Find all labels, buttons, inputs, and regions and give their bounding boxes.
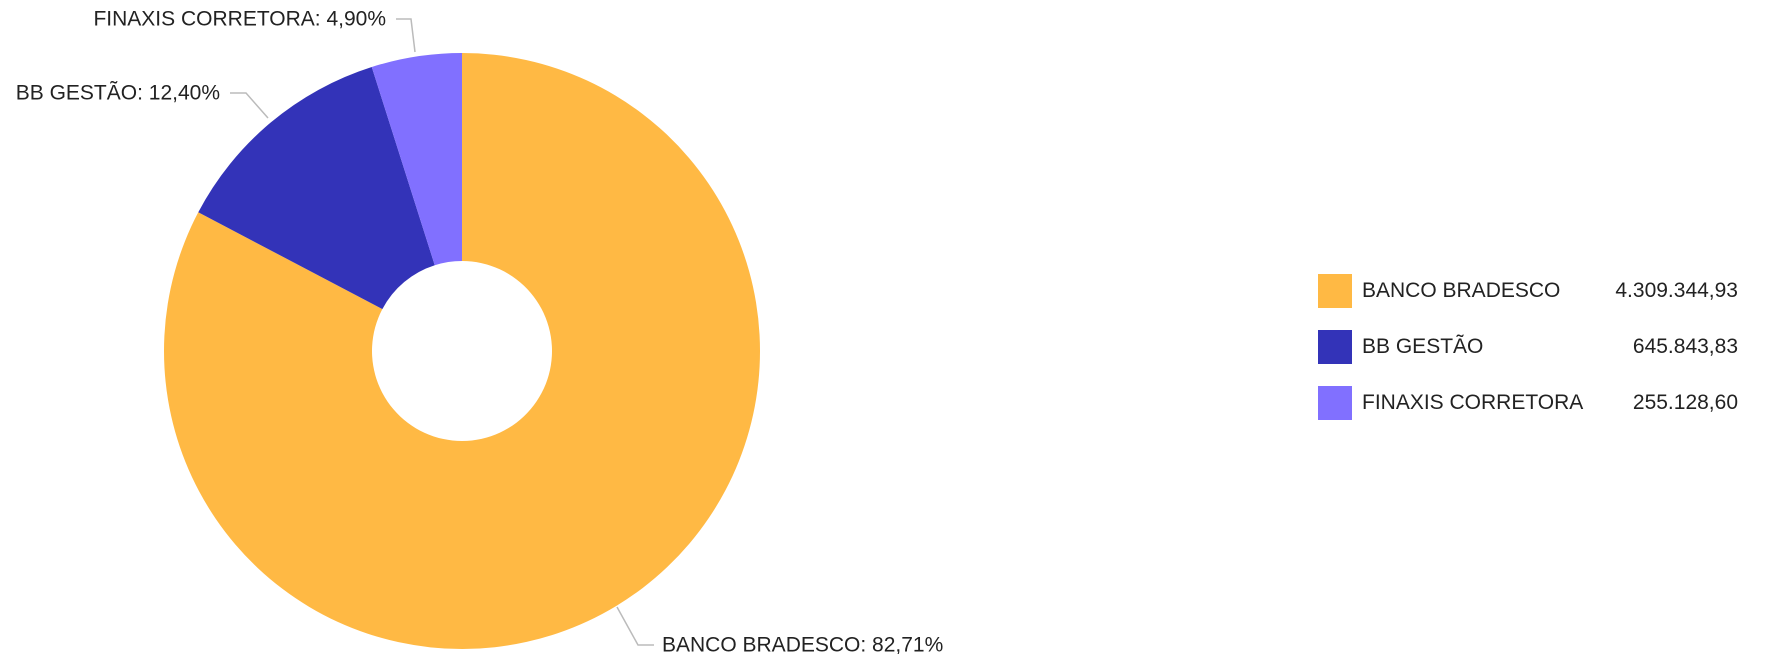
slices-group bbox=[164, 53, 761, 650]
legend-swatch-banco-bradesco bbox=[1318, 274, 1352, 308]
legend-swatch-bb-gestao bbox=[1318, 330, 1352, 364]
slice-label-finaxis-corretora: FINAXIS CORRETORA: 4,90% bbox=[93, 8, 386, 31]
legend-value-finaxis-corretora: 255.128,60 bbox=[1632, 391, 1738, 414]
slice-labels-group: BANCO BRADESCO: 82,71% BB GESTÃO: 12,40% F… bbox=[16, 8, 944, 654]
legend: BANCO BRADESCO 4.309.344,93 BB GESTÃO 64… bbox=[1318, 274, 1738, 442]
legend-item-finaxis-corretora[interactable]: FINAXIS CORRETORA 255.128,60 bbox=[1318, 386, 1738, 420]
legend-label-finaxis-corretora: FINAXIS CORRETORA bbox=[1362, 391, 1584, 414]
slice-finaxis-corretora[interactable] bbox=[371, 53, 462, 266]
slice-banco-bradesco[interactable] bbox=[164, 53, 761, 650]
legend-item-banco-bradesco[interactable]: BANCO BRADESCO 4.309.344,93 bbox=[1318, 274, 1738, 308]
legend-label-banco-bradesco: BANCO BRADESCO bbox=[1362, 279, 1561, 302]
legend-item-bb-gestao[interactable]: BB GESTÃO 645.843,83 bbox=[1318, 330, 1738, 364]
slice-label-banco-bradesco: BANCO BRADESCO: 82,71% bbox=[662, 634, 943, 654]
leader-line-banco-bradesco bbox=[616, 606, 654, 646]
leader-line-finaxis-corretora bbox=[396, 18, 416, 53]
leader-lines-group bbox=[230, 18, 654, 646]
leader-line-bb-gestao bbox=[230, 92, 269, 119]
slice-bb-gestao[interactable] bbox=[198, 66, 435, 310]
slice-label-bb-gestao: BB GESTÃO: 12,40% bbox=[16, 81, 220, 105]
legend-value-banco-bradesco: 4.309.344,93 bbox=[1615, 279, 1738, 302]
legend-swatch-finaxis-corretora bbox=[1318, 386, 1352, 420]
legend-label-bb-gestao: BB GESTÃO bbox=[1362, 335, 1484, 358]
legend-value-bb-gestao: 645.843,83 bbox=[1632, 335, 1738, 358]
